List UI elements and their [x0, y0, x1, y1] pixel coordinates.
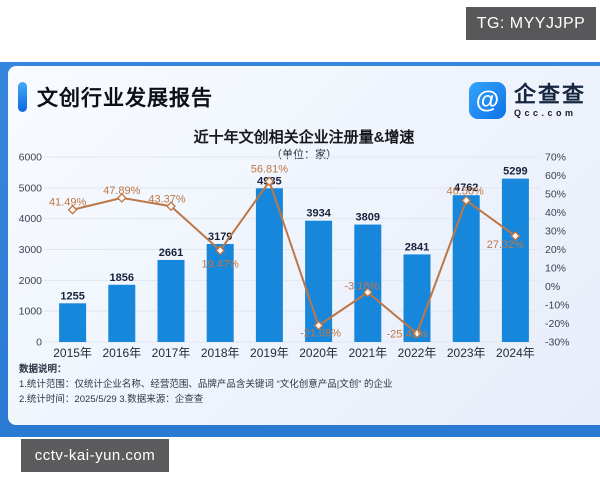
bar-value-label: 2661 — [159, 247, 183, 259]
bar-2018年 — [206, 243, 234, 342]
right-axis-tick: 40% — [545, 207, 566, 219]
bar-2021年 — [354, 224, 382, 342]
x-axis-label: 2020年 — [299, 346, 338, 360]
bar-2022年 — [403, 254, 431, 342]
right-axis-tick: -20% — [545, 318, 570, 330]
growth-point-marker — [461, 195, 472, 206]
x-axis-label: 2024年 — [496, 346, 535, 360]
left-axis-tick: 5000 — [19, 182, 43, 194]
right-axis-tick: -30% — [545, 337, 570, 349]
chart: 6000 5000 4000 3000 2000 1000 0 70% 60% 50% 40% 30%… — [19, 152, 570, 360]
growth-label: 46.50% — [447, 185, 485, 197]
accent-bar-icon — [18, 82, 27, 112]
x-axis-label: 2021年 — [348, 346, 387, 360]
bar-2015年 — [59, 303, 87, 342]
growth-label: 41.49% — [49, 197, 87, 209]
qcc-logo-name: 企查查 — [513, 82, 586, 107]
report-title-group: 文创行业发展报告 — [18, 82, 213, 112]
bar-value-label: 3179 — [208, 231, 232, 243]
left-axis-tick: 2000 — [19, 275, 43, 287]
growth-point-marker — [166, 201, 176, 212]
bar-2017年 — [157, 259, 185, 342]
left-axis-tick: 0 — [36, 337, 42, 349]
growth-point-marker — [67, 204, 78, 215]
x-axis-label: 2018年 — [201, 346, 240, 360]
data-notes: 数据说明： 1.统计范围：仅统计企业名称、经营范围、品牌产品含关键词 “文化创意… — [19, 362, 393, 407]
growth-line — [72, 180, 516, 335]
x-axis-label: 2023年 — [447, 346, 486, 360]
note-line-1: 1.统计范围：仅统计企业名称、经营范围、品牌产品含关键词 “文化创意产品|文创”… — [19, 379, 393, 390]
report-card: 文创行业发展报告 @ 企查查 Qcc.com 近十年文创相关企业注册量&增速 （… — [8, 66, 600, 425]
x-axis-label: 2017年 — [152, 346, 191, 360]
growth-point-marker — [215, 245, 226, 256]
left-axis-tick: 3000 — [19, 244, 43, 256]
growth-label: -3.18% — [344, 280, 379, 292]
report-title: 文创行业发展报告 — [37, 87, 213, 110]
growth-point-marker — [264, 176, 275, 187]
right-axis-tick: -10% — [545, 300, 570, 312]
at-spiral-icon: @ — [475, 86, 500, 114]
growth-point-marker — [362, 287, 373, 298]
qcc-logo-domain: Qcc.com — [513, 108, 577, 118]
chart-subtitle: （单位：家） — [271, 149, 337, 161]
bar-2016年 — [108, 284, 136, 342]
growth-label: 56.81% — [251, 163, 289, 175]
bar-2023年 — [452, 195, 480, 342]
left-axis-tick: 1000 — [19, 306, 43, 318]
qcc-logo-icon: @ — [468, 82, 506, 119]
x-axis-label: 2015年 — [53, 346, 92, 360]
watermark-badge: cctv-kai-yun.com — [21, 439, 169, 472]
bar-value-label: 3934 — [306, 208, 331, 220]
growth-point-marker — [412, 328, 422, 339]
bar-value-label: 1255 — [60, 290, 84, 302]
x-axis-label: 2016年 — [102, 346, 141, 360]
note-line-2: 2.统计时间：2025/5/29 3.数据来源：企查查 — [19, 394, 204, 405]
tg-badge: TG: MYYJJPP — [466, 7, 596, 40]
right-axis-tick: 10% — [545, 263, 566, 275]
bar-2019年 — [255, 188, 283, 342]
notes-heading: 数据说明： — [19, 364, 67, 375]
left-axis-tick: 6000 — [19, 152, 43, 164]
growth-label: 19.47% — [202, 258, 240, 270]
growth-point-marker — [313, 320, 324, 331]
right-axis-tick: 20% — [545, 244, 566, 256]
bar-2024年 — [501, 178, 529, 342]
qcc-logo-text: 企查查 Qcc.com — [514, 83, 586, 118]
right-axis-tick: 60% — [545, 170, 566, 182]
growth-label: 27.32% — [487, 239, 525, 251]
qcc-logo: @ 企查查 Qcc.com — [468, 82, 586, 119]
bar-value-label: 1856 — [110, 272, 134, 284]
x-axis-label: 2019年 — [250, 346, 289, 360]
right-axis-tick: 70% — [545, 152, 566, 164]
bar-value-label: 4762 — [454, 182, 478, 194]
x-axis-label: 2022年 — [398, 346, 437, 360]
growth-label: -21.08% — [300, 327, 341, 339]
right-axis-tick: 50% — [545, 189, 566, 201]
growth-point-marker — [116, 192, 127, 203]
right-axis-tick: 30% — [545, 226, 566, 238]
bar-value-label: 5299 — [503, 166, 527, 178]
bar-value-label: 3809 — [356, 212, 380, 224]
left-axis-tick: 4000 — [19, 213, 43, 225]
growth-point-marker — [510, 231, 521, 241]
report-header: 文创行业发展报告 @ 企查查 Qcc.com — [18, 82, 586, 119]
right-axis-tick: 0% — [545, 281, 560, 293]
bar-value-label: 2841 — [405, 241, 429, 253]
growth-label: 43.37% — [148, 193, 186, 205]
growth-label: -25.41% — [387, 329, 428, 341]
growth-label: 47.89% — [103, 185, 141, 197]
chart-title: 近十年文创相关企业注册量&增速 — [193, 129, 415, 146]
